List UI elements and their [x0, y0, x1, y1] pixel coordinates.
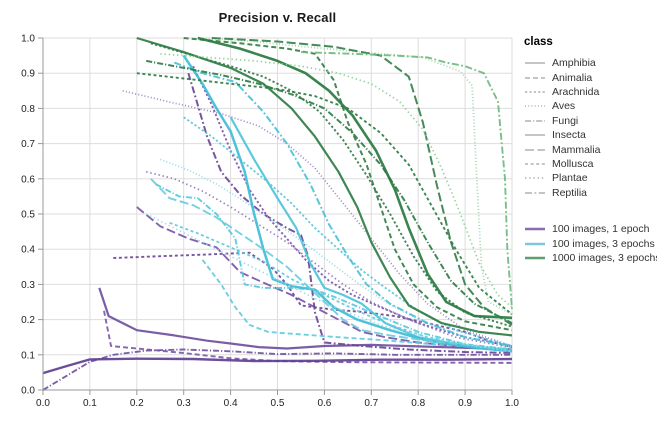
line-animalia-1000-images-3-epochs [183, 37, 513, 332]
class-legend-item-fungi-swatch [525, 119, 545, 122]
class-legend-item-reptilia-swatch [525, 191, 545, 194]
class-legend-item-arachnida-swatch [525, 91, 545, 93]
y-tick-label: 0.1 [21, 350, 35, 361]
class-legend-item-plantae-swatch [525, 177, 545, 180]
line-animalia-100-images-3-epochs [201, 259, 513, 351]
x-tick-label: 0.6 [317, 398, 331, 409]
class-legend-item-animalia-label: Animalia [552, 71, 593, 84]
x-tick-label: 0.7 [364, 398, 378, 409]
x-tick-label: 0.9 [458, 398, 472, 409]
y-tick-label: 0.4 [21, 245, 35, 256]
class-legend-item-insecta-swatch [525, 134, 545, 136]
y-tick-label: 1.0 [21, 34, 35, 45]
line-insecta-100-images-1-epoch [42, 357, 513, 375]
line-plantae-100-images-1-epoch [145, 170, 513, 349]
class-legend-item-animalia-swatch [525, 76, 545, 79]
class-legend-item-amphibia: Amphibia [524, 56, 600, 70]
line-mollusca-1000-images-3-epochs [136, 72, 513, 316]
class-legend-item-fungi: Fungi [524, 114, 600, 128]
line-reptilia-100-images-1-epoch [187, 72, 513, 354]
line-plantae-100-images-3-epochs [145, 213, 513, 353]
runs-legend-item-1: 100 images, 3 epochs [524, 236, 657, 250]
line-mollusca-100-images-1-epoch [113, 251, 513, 349]
x-tick-label: 0.3 [177, 398, 191, 409]
runs-legend-item-2-swatch [525, 256, 545, 260]
line-amphibia-100-images-3-epochs [229, 116, 513, 353]
line-fungi-100-images-3-epochs [155, 183, 513, 351]
y-tick-label: 0.0 [21, 386, 35, 397]
line-mammalia-100-images-3-epochs [150, 178, 513, 351]
class-legend-item-mollusca-swatch [525, 163, 545, 165]
line-reptilia-1000-images-3-epochs [300, 51, 513, 310]
line-arachnida-100-images-1-epoch [192, 65, 513, 347]
runs-legend-item-2-label: 1000 images, 3 epochs [552, 251, 657, 264]
class-legend-item-mammalia-swatch [525, 148, 545, 151]
class-legend: class Amphibia Animalia Arachnida Aves Fungi… [524, 36, 600, 200]
series-lines [42, 36, 513, 391]
runs-legend-item-1-label: 100 images, 3 epochs [552, 237, 655, 250]
line-plantae-1000-images-3-epochs [160, 52, 513, 308]
runs-legend-item-0-swatch [525, 227, 545, 231]
x-tick-label: 0.0 [36, 398, 50, 409]
class-legend-item-plantae: Plantae [524, 171, 600, 185]
y-tick-label: 0.8 [21, 104, 35, 115]
x-tick-label: 0.1 [83, 398, 97, 409]
y-tick-label: 0.2 [21, 315, 35, 326]
class-legend-item-insecta: Insecta [524, 128, 600, 142]
runs-legend-item-1-swatch [525, 242, 545, 245]
class-legend-item-mammalia: Mammalia [524, 142, 600, 156]
y-tick-label: 0.3 [21, 280, 35, 291]
class-legend-item-fungi-label: Fungi [552, 114, 579, 127]
y-tick-label: 0.6 [21, 174, 35, 185]
class-legend-item-reptilia: Reptilia [524, 186, 600, 200]
class-legend-item-aves-swatch [525, 105, 545, 108]
class-legend-item-animalia: Animalia [524, 70, 600, 84]
runs-legend-item-2: 1000 images, 3 epochs [524, 251, 657, 265]
class-legend-item-mammalia-label: Mammalia [552, 143, 601, 156]
class-legend-item-amphibia-swatch [525, 62, 545, 64]
runs-legend-items: 100 images, 1 epoch 100 images, 3 epochs 1… [524, 222, 657, 265]
class-legend-item-aves: Aves [524, 99, 600, 113]
y-tick-label: 0.7 [21, 139, 35, 150]
line-reptilia-100-images-3-epochs [173, 61, 513, 347]
line-arachnida-1000-images-3-epochs [150, 42, 513, 328]
line-fungi-1000-images-3-epochs [146, 59, 513, 324]
class-legend-item-arachnida: Arachnida [524, 85, 600, 99]
class-legend-item-arachnida-label: Arachnida [552, 85, 600, 98]
line-animalia-100-images-1-epoch [103, 310, 513, 364]
class-legend-title: class [524, 36, 553, 48]
class-legend-item-mollusca: Mollusca [524, 157, 600, 171]
class-legend-item-reptilia-label: Reptilia [552, 186, 588, 199]
line-mammalia-100-images-1-epoch [136, 206, 513, 351]
runs-legend-item-0: 100 images, 1 epoch [524, 222, 657, 236]
x-axis: 0.0 0.1 0.2 0.3 0.4 0.5 0.6 0.7 0.8 0.9 1.0 [36, 389, 519, 409]
class-legend-items: Amphibia Animalia Arachnida Aves Fungi Insect… [524, 56, 600, 200]
class-legend-item-mollusca-label: Mollusca [552, 157, 594, 170]
class-legend-item-insecta-label: Insecta [552, 129, 586, 142]
y-axis: 0.0 0.1 0.2 0.3 0.4 0.5 0.6 0.7 0.8 0.9 1.0 [21, 34, 44, 397]
x-tick-label: 1.0 [505, 398, 519, 409]
chart-title: Precision v. Recall [218, 10, 337, 25]
line-amphibia-100-images-1-epoch [98, 287, 513, 351]
y-tick-label: 0.5 [21, 210, 35, 221]
class-legend-item-amphibia-label: Amphibia [552, 57, 596, 70]
x-tick-label: 0.5 [271, 398, 285, 409]
runs-legend: 100 images, 1 epoch 100 images, 3 epochs 1… [524, 222, 657, 265]
x-tick-label: 0.4 [224, 398, 238, 409]
class-legend-item-aves-label: Aves [552, 100, 576, 113]
line-insecta-1000-images-3-epochs [197, 36, 513, 320]
y-tick-label: 0.9 [21, 69, 35, 80]
line-amphibia-1000-images-3-epochs [136, 36, 513, 337]
x-tick-label: 0.8 [411, 398, 425, 409]
line-fungi-100-images-1-epoch [42, 348, 512, 391]
line-mammalia-1000-images-3-epochs [211, 37, 513, 326]
class-legend-item-plantae-label: Plantae [552, 172, 588, 185]
x-tick-label: 0.2 [130, 398, 144, 409]
line-aves-100-images-1-epoch [122, 89, 513, 347]
runs-legend-item-0-label: 100 images, 1 epoch [552, 223, 650, 236]
